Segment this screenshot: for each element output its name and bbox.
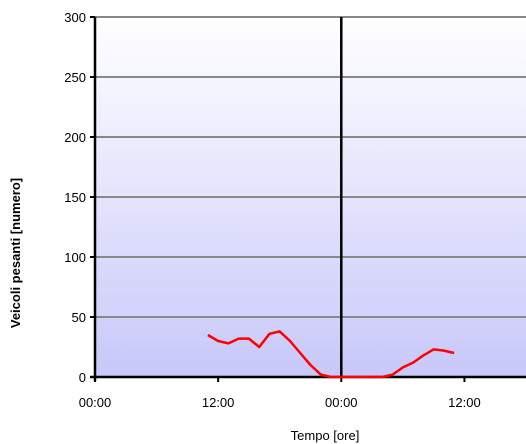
series-line <box>207 330 455 379</box>
x-axis-title: Tempo [ore] <box>291 428 360 443</box>
y-tick-label: 250 <box>64 70 86 85</box>
x-tick-label: 12:00 <box>448 395 481 410</box>
y-tick-label: 300 <box>64 10 86 25</box>
y-tick-label: 50 <box>72 310 86 325</box>
y-tick-label: 200 <box>64 130 86 145</box>
y-tick-label: 100 <box>64 250 86 265</box>
x-tick-label: 00:00 <box>325 395 358 410</box>
y-tick-label: 150 <box>64 190 86 205</box>
x-tick-label: 12:00 <box>202 395 235 410</box>
y-axis-title: Veicoli pesanti [numero] <box>8 178 23 328</box>
x-tick-label: 00:00 <box>79 395 112 410</box>
y-tick-label: 0 <box>79 370 86 385</box>
